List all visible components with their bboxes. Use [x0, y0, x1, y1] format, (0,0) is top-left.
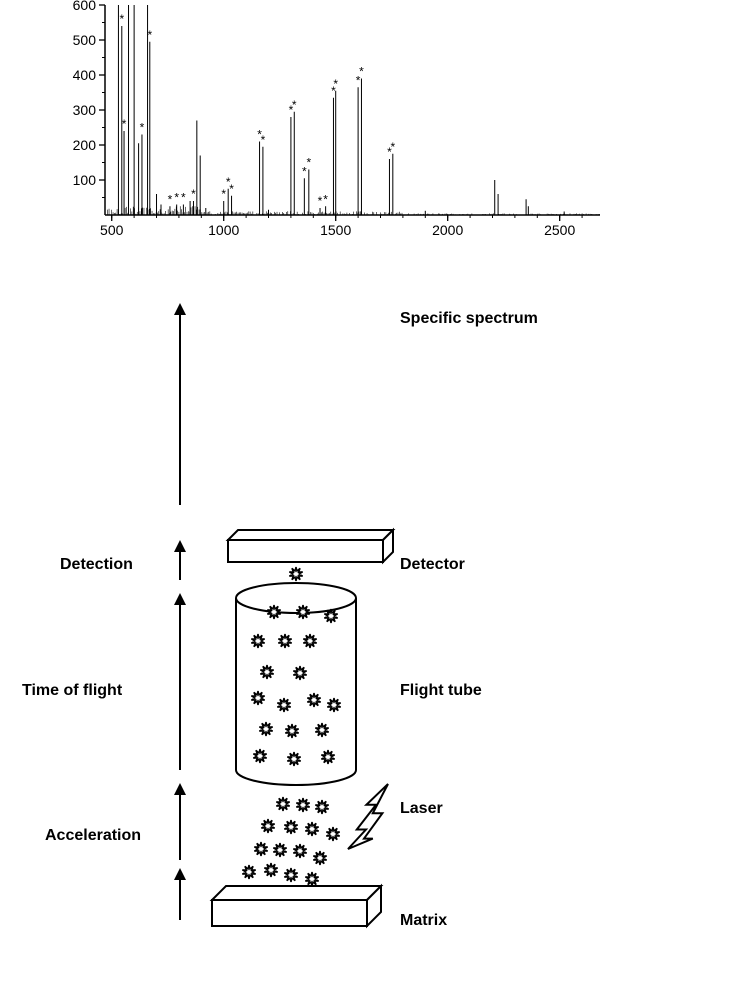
label-flight-tube: Flight tube	[400, 682, 482, 700]
label-specific-spectrum: Specific spectrum	[400, 310, 538, 328]
label-detector: Detector	[400, 556, 465, 574]
label-time-of-flight: Time of flight	[22, 682, 122, 700]
label-matrix: Matrix	[400, 912, 447, 930]
label-acceleration: Acceleration	[45, 827, 141, 845]
maldi-diagram	[0, 0, 751, 999]
label-detection: Detection	[60, 556, 133, 574]
label-laser: Laser	[400, 800, 443, 818]
